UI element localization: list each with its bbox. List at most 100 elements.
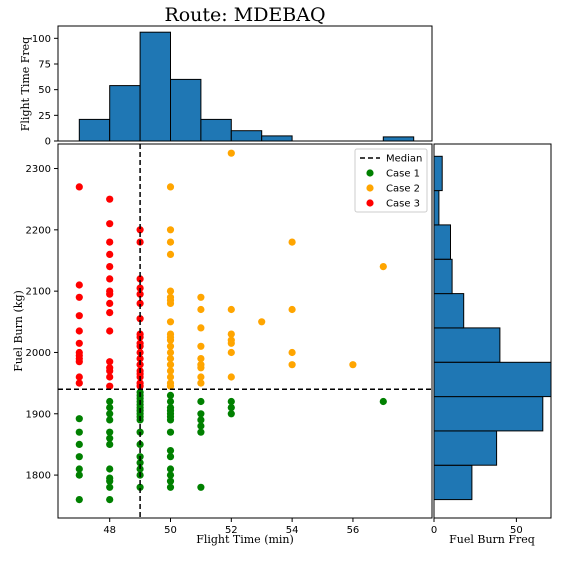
legend-entry: Case 3: [366, 199, 420, 210]
scatter-point: [136, 483, 144, 491]
hist-bar: [139, 31, 172, 142]
scatter-point: [197, 324, 205, 332]
scatter-point: [106, 404, 114, 412]
x-tick-label: 0: [431, 525, 437, 536]
flight-time-histogram: 0 25 50 75 100: [32, 25, 433, 148]
scatter-point: [288, 361, 296, 369]
hist-bar: [78, 118, 111, 142]
scatter-point: [197, 361, 205, 369]
legend-swatch: [366, 184, 374, 192]
scatter-point: [136, 275, 144, 283]
scatter-point: [136, 290, 144, 298]
legend-swatch: [366, 169, 374, 177]
scatter-point: [106, 496, 114, 504]
x-tick-label: 50: [510, 525, 523, 536]
legend-label: Case 3: [386, 199, 420, 210]
scatter-point: [75, 293, 83, 301]
fuel-burn-histogram: 0 50: [431, 143, 552, 536]
scatter-point: [379, 263, 387, 271]
scatter-point: [75, 415, 83, 423]
scatter-point: [227, 348, 235, 357]
scatter-point: [75, 471, 83, 479]
scatter-point: [75, 428, 83, 436]
scatter-point: [166, 477, 175, 485]
scatter-point: [197, 342, 205, 350]
scatter-point: [75, 339, 83, 347]
scatter-point: [166, 447, 175, 455]
y-tick-label: 75: [38, 59, 51, 70]
y-tick-label: 2000: [26, 348, 51, 359]
scatter-point: [75, 281, 83, 289]
scatter-point: [106, 238, 114, 246]
scatter-point: [136, 459, 144, 467]
scatter-point: [75, 453, 83, 461]
y-tick-label: 100: [32, 34, 51, 45]
scatter-point: [227, 373, 235, 381]
scatter-point: [197, 428, 205, 436]
legend-entry: Case 1: [366, 169, 420, 180]
scatter-point: [136, 355, 144, 363]
scatter-point: [106, 410, 114, 418]
scatter-point: [106, 382, 114, 390]
scatter-point: [106, 327, 114, 335]
scatter-point: [197, 397, 205, 406]
scatter-point: [106, 434, 114, 442]
scatter-point: [288, 238, 296, 246]
scatter-point: [106, 483, 114, 491]
hist-bar: [109, 85, 141, 142]
y-tick-label: 50: [38, 85, 51, 96]
scatter-point: [166, 330, 175, 338]
scatter-point: [258, 318, 266, 326]
scatter-point: [75, 327, 83, 335]
scatter-point: [197, 416, 205, 424]
hist-bar: [433, 293, 465, 329]
scatter-point: [106, 440, 114, 448]
scatter-point: [75, 465, 83, 473]
scatter-point: [106, 220, 114, 228]
hist-bar: [261, 135, 293, 142]
scatter-point: [197, 305, 205, 314]
top-hist-frame: [57, 25, 433, 142]
scatter-point: [75, 496, 83, 504]
legend-box: [354, 148, 428, 213]
scatter-point: [227, 404, 235, 412]
scatter-point: [288, 348, 296, 357]
scatter-point: [166, 465, 175, 473]
scatter-point: [166, 287, 175, 295]
scatter-point: [106, 275, 114, 283]
hist-bar: [433, 464, 473, 501]
y-tick-label: 2300: [26, 164, 51, 175]
y-tick-label: 25: [38, 111, 51, 122]
scatter-point: [75, 312, 83, 320]
scatter-point: [136, 226, 144, 234]
scatter-point: [106, 287, 114, 295]
scatter-plot: 48 50 52 54 56 1800 1900 2000 2100 2200 2300 Median…: [26, 143, 433, 536]
top-hist-y-axis-label: Flight Time Freq: [19, 37, 32, 131]
legend-entry-median: Median: [360, 154, 422, 165]
legend-label: Case 1: [386, 169, 420, 180]
scatter-point: [166, 361, 175, 369]
y-tick-label: 1800: [26, 471, 51, 482]
y-tick-label: 1900: [26, 409, 51, 420]
scatter-point: [166, 348, 175, 357]
scatter-point: [166, 226, 175, 234]
scatter-point: [166, 471, 175, 479]
scatter-point: [106, 474, 114, 482]
scatter-point: [166, 379, 175, 387]
scatter-point: [136, 339, 144, 347]
hist-bar: [230, 130, 263, 142]
hist-bar: [433, 430, 498, 466]
scatter-point: [106, 299, 114, 307]
y-tick-label: 2100: [26, 287, 51, 298]
scatter-point: [166, 391, 175, 399]
scatter-point: [227, 336, 235, 344]
scatter-point: [227, 410, 235, 418]
x-tick-label: 48: [103, 525, 116, 536]
scatter-point: [75, 183, 83, 191]
scatter-point: [75, 348, 83, 357]
scatter-point: [197, 379, 205, 387]
scatter-point: [166, 373, 175, 381]
hist-bar: [433, 155, 443, 192]
scatter-point: [197, 483, 205, 491]
scatter-point: [106, 263, 114, 271]
